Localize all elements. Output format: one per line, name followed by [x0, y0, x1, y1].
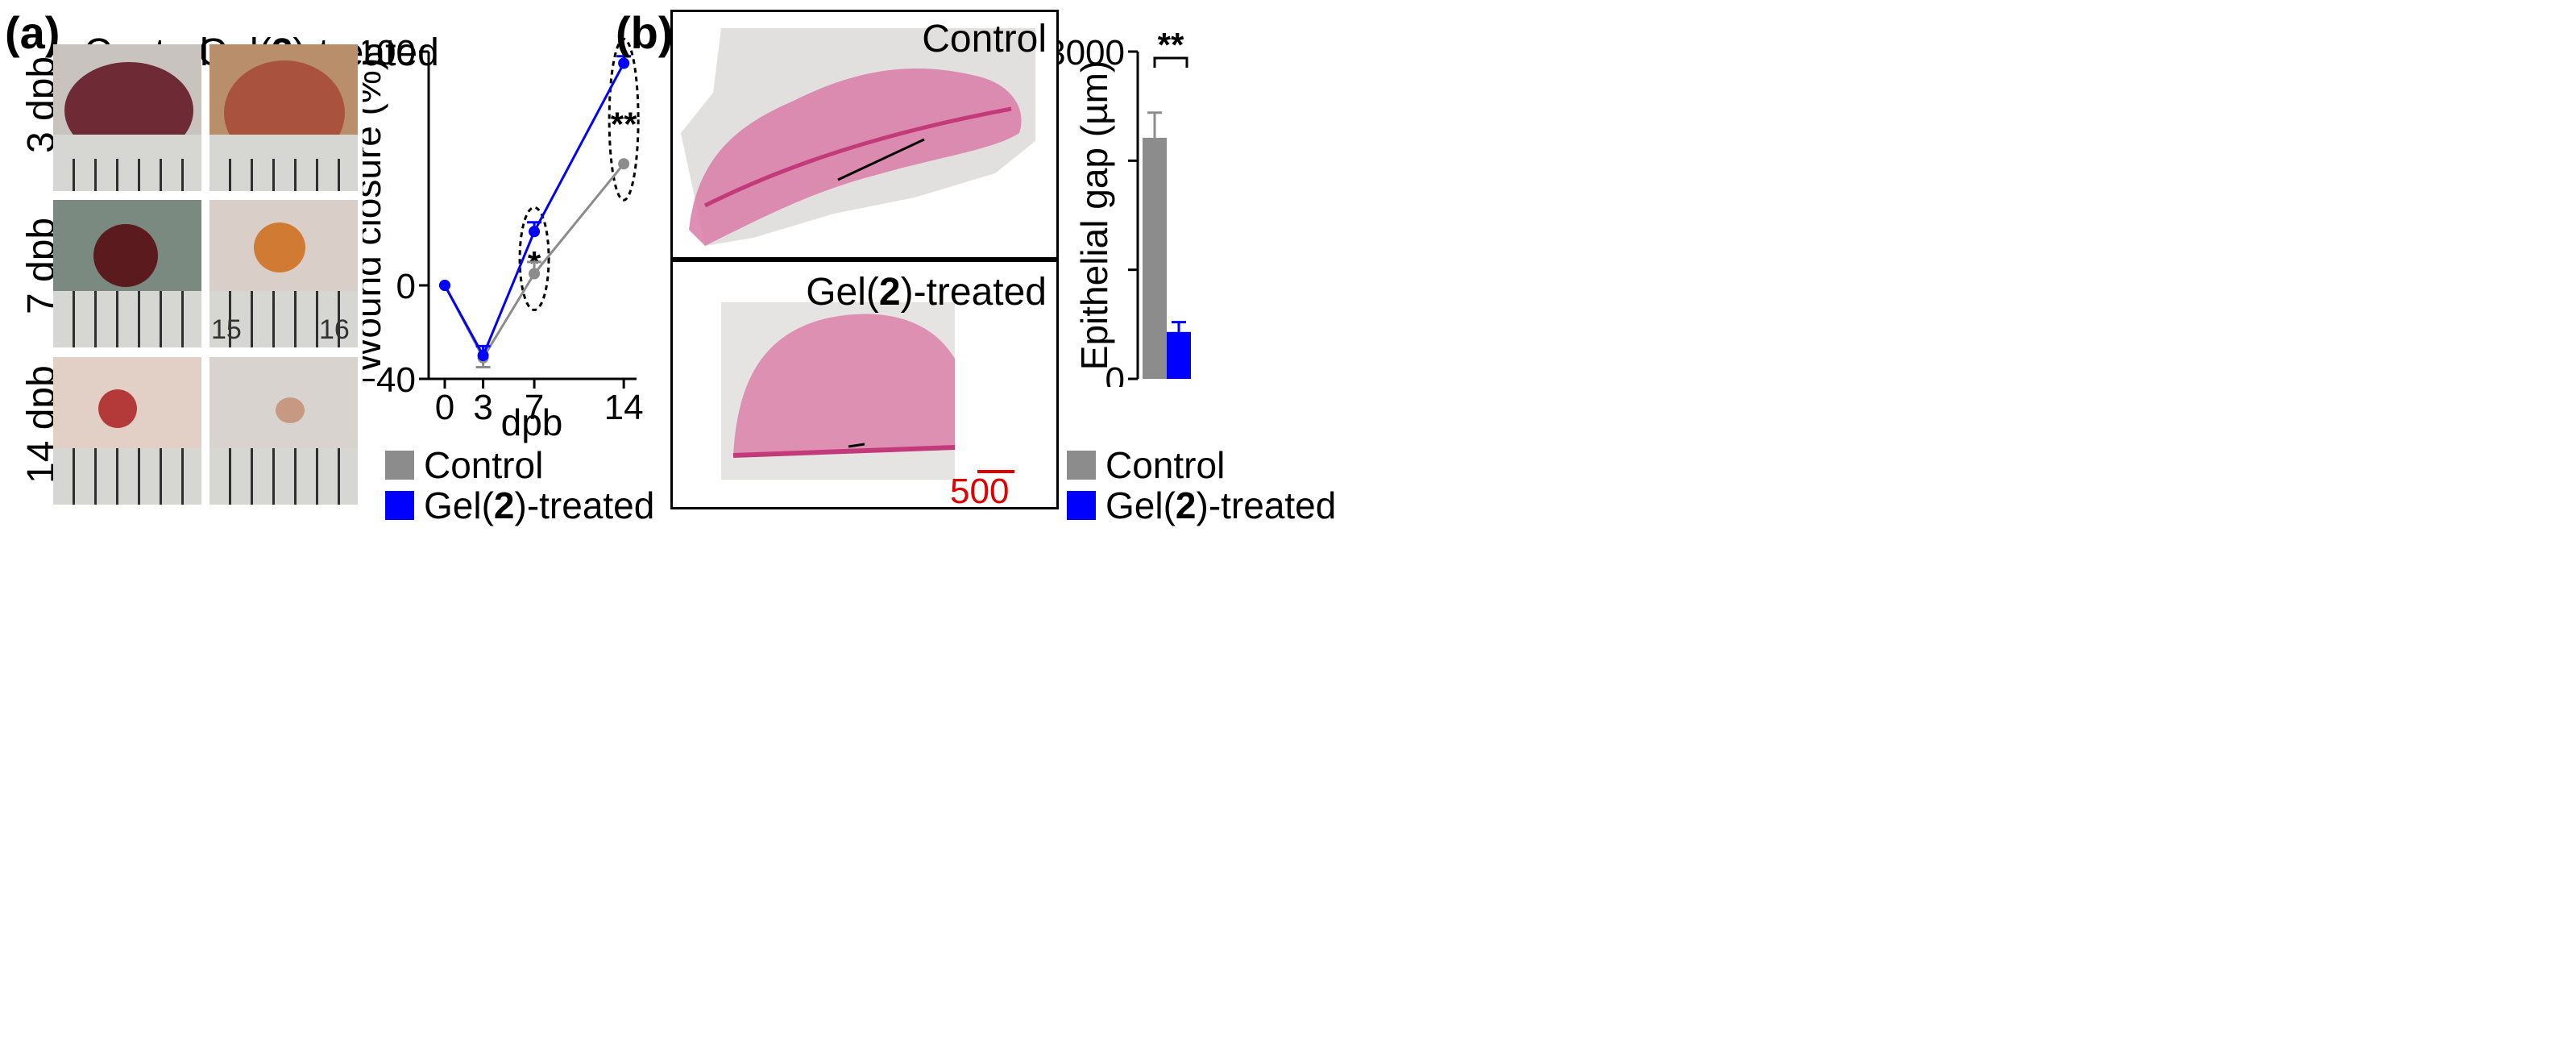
- legend-b-swatch-gel: [1067, 491, 1096, 520]
- data-point: [529, 268, 541, 280]
- photo-control-14dpb: [53, 357, 201, 505]
- data-point: [618, 158, 630, 170]
- y-axis-label: Wound closure (%): [363, 58, 388, 372]
- x-tick-label: 14: [604, 388, 644, 427]
- y-tick-label: −40: [363, 360, 416, 400]
- photo-gel-14dpb: [209, 357, 358, 505]
- ruler-number-15: 15: [211, 314, 242, 345]
- panel-a-letter: (a): [5, 7, 60, 58]
- data-point: [529, 226, 541, 238]
- y-tick-label: 100: [363, 33, 416, 73]
- histology-control-label: Control: [922, 18, 1047, 60]
- bar-y-axis-label: Epithelial gap (µm): [1073, 60, 1115, 370]
- photo-control-3dpb: [53, 44, 201, 191]
- legend-b-control: Control: [1067, 443, 1225, 487]
- scale-bar-line: [977, 470, 1014, 473]
- legend-b-gel: Gel(2)-treated: [1067, 484, 1336, 527]
- x-axis-label: dpb: [501, 401, 563, 443]
- data-point: [477, 350, 489, 361]
- photo-control-7dpb: [53, 200, 201, 347]
- significance-ellipse: [518, 206, 550, 311]
- series-line-1: [443, 62, 625, 359]
- y-tick-label: 0: [396, 267, 416, 306]
- scale-bar-label: 500 µm: [950, 472, 1010, 509]
- data-point: [618, 57, 630, 69]
- epithelial-gap-chart: 0 3000 ** Epithelial gap (µm): [1059, 26, 1191, 387]
- bar-1: [1167, 331, 1191, 379]
- significance-ellipse: [608, 38, 640, 202]
- photo-gel-7dpb: 15 16: [209, 200, 358, 347]
- bar-y-tick-label: 3000: [1059, 33, 1125, 73]
- legend-swatch-control: [385, 451, 414, 480]
- gap-arrow-gel: [848, 443, 865, 448]
- bar-0: [1143, 137, 1167, 379]
- histology-gel: Gel(2)-treated 500 µm: [670, 260, 1059, 509]
- bar-significance-label: **: [1158, 26, 1184, 64]
- ruler-number-16: 16: [319, 314, 350, 345]
- x-tick-label: 3: [473, 388, 492, 427]
- gap-arrow-control: [837, 138, 925, 181]
- x-tick-label: 7: [525, 388, 544, 427]
- panel-b-letter: (b): [616, 7, 674, 58]
- legend-swatch-gel: [385, 491, 414, 520]
- histology-control: Control: [670, 10, 1059, 260]
- bar-y-tick-label: 0: [1105, 360, 1125, 387]
- significance-label: **: [611, 105, 637, 143]
- significance-bracket: [1153, 56, 1188, 68]
- legend-gel: Gel(2)-treated: [385, 484, 654, 527]
- histology-gel-label: Gel(2)-treated: [806, 271, 1047, 314]
- legend-b-swatch-control: [1067, 451, 1096, 480]
- x-tick-label: 0: [435, 388, 454, 427]
- data-point: [439, 280, 450, 291]
- legend-control: Control: [385, 443, 543, 487]
- photo-gel-3dpb: [209, 44, 358, 191]
